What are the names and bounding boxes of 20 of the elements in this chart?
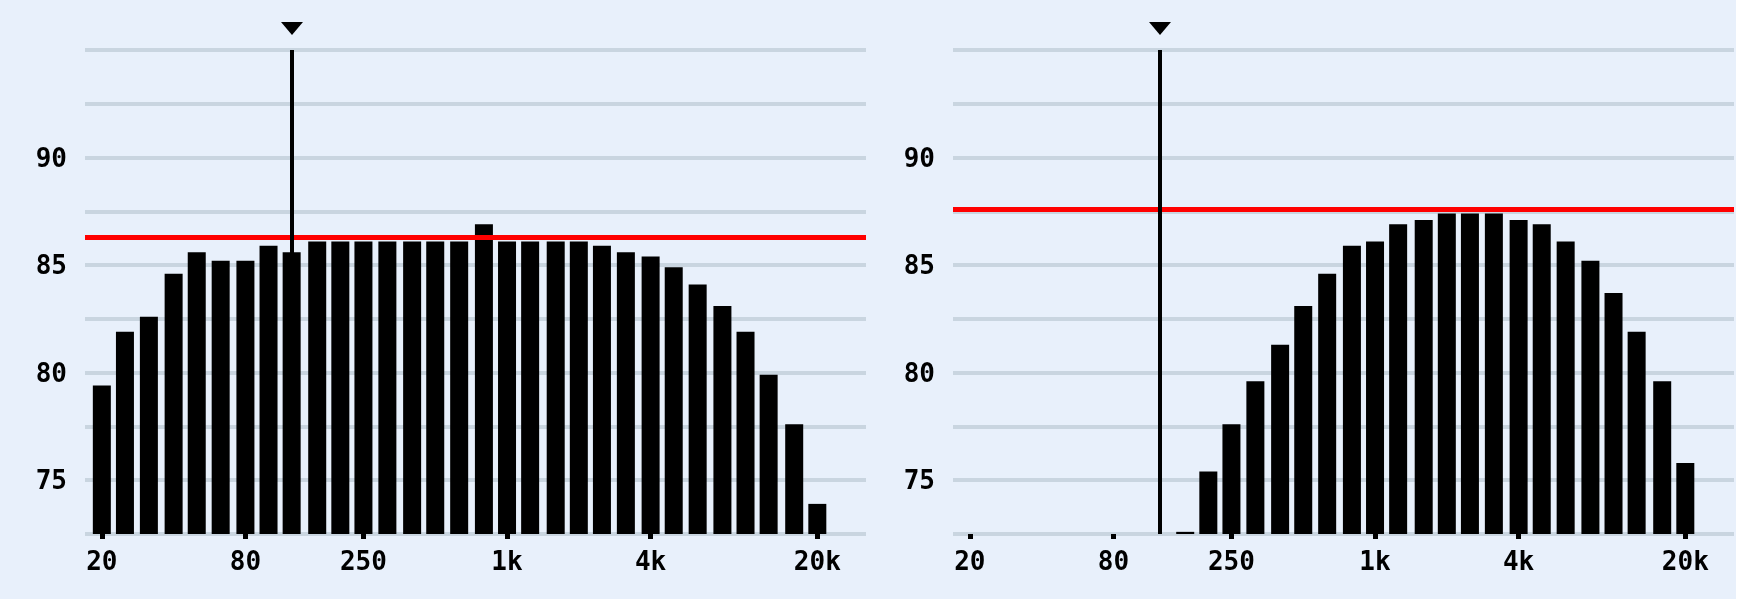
x-tick-label: 4k xyxy=(1502,546,1535,576)
y-tick-label: 75 xyxy=(35,465,67,496)
x-tick-label: 250 xyxy=(1207,546,1255,576)
x-tick-label: 1k xyxy=(1359,546,1392,576)
x-tick-label: 20 xyxy=(86,546,118,576)
y-tick-label: 85 xyxy=(903,250,935,281)
y-tick-label: 80 xyxy=(35,357,67,388)
y-tick-label: 90 xyxy=(35,142,67,173)
x-tick-label: 80 xyxy=(229,546,262,576)
y-tick-label: 80 xyxy=(903,357,935,388)
x-tick-label: 250 xyxy=(339,546,387,576)
x-tick-label: 20k xyxy=(1661,546,1710,576)
y-tick-label: 85 xyxy=(35,250,67,281)
x-tick-label: 1k xyxy=(491,546,524,576)
y-tick-label: 75 xyxy=(903,465,935,496)
x-tick-label: 20k xyxy=(793,546,842,576)
x-tick-label: 20 xyxy=(954,546,986,576)
x-tick-label: 4k xyxy=(634,546,667,576)
x-tick-label: 80 xyxy=(1097,546,1130,576)
y-tick-label: 90 xyxy=(903,142,935,173)
